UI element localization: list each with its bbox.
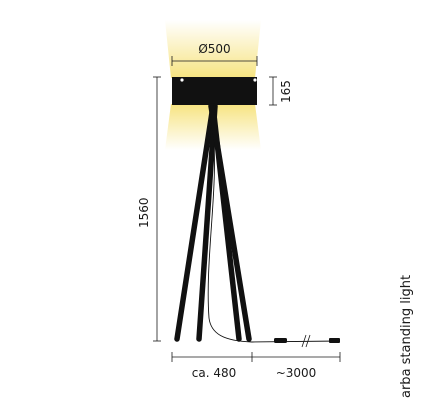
shade-diameter-dimension: Ø500: [171, 42, 258, 66]
cable-length-label: ~3000: [276, 366, 317, 380]
cable-length-dimension: ~3000: [252, 352, 341, 380]
shade-height-dimension: [269, 76, 277, 106]
shade-diameter-label: Ø500: [198, 42, 230, 56]
base-width-dimension: ca. 480: [171, 352, 253, 380]
lamp-shade: [172, 77, 257, 105]
leg-right: [208, 103, 252, 342]
shade-height-label: 165: [279, 80, 293, 103]
cable-switch: [274, 338, 287, 343]
cable-plug: [329, 338, 340, 343]
product-name: arba standing light: [399, 274, 414, 398]
leg-center-left: [196, 103, 218, 342]
total-height-label: 1560: [137, 197, 151, 228]
leg-left: [174, 103, 216, 342]
light-glow-top: [165, 20, 261, 78]
tripod-legs: [174, 103, 252, 342]
power-cable: [207, 144, 341, 348]
base-width-label: ca. 480: [192, 366, 236, 380]
total-height-dimension: [153, 76, 161, 342]
